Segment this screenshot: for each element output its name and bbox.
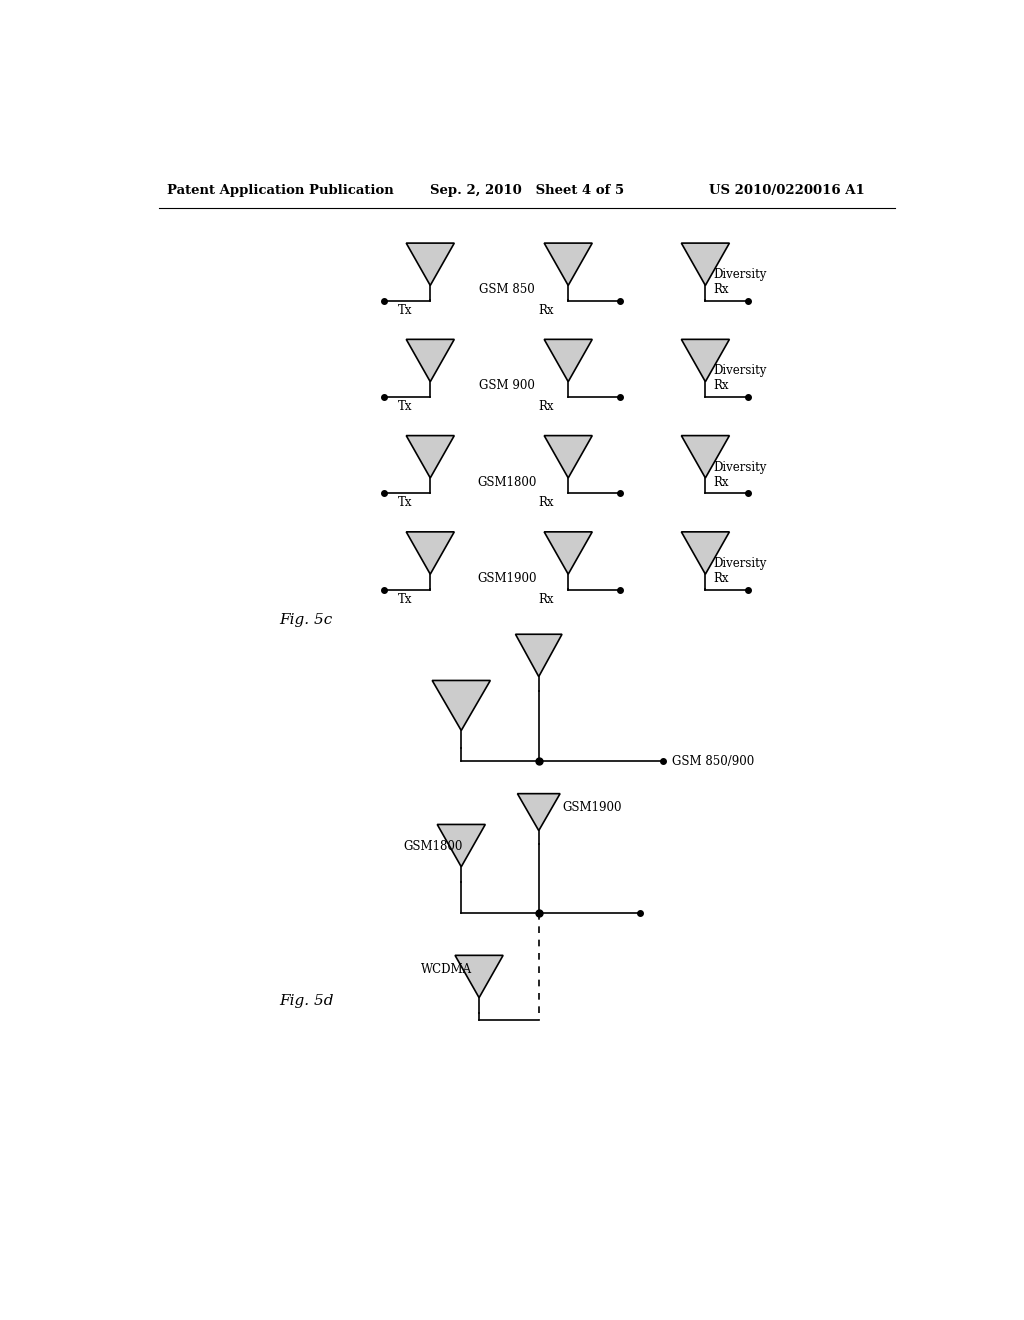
Text: GSM 850/900: GSM 850/900 [672, 755, 755, 768]
Text: GSM1900: GSM1900 [562, 801, 622, 814]
Polygon shape [544, 243, 592, 285]
Polygon shape [515, 635, 562, 677]
Text: GSM1900: GSM1900 [477, 572, 537, 585]
Polygon shape [407, 243, 455, 285]
Text: Rx: Rx [539, 496, 554, 510]
Polygon shape [681, 436, 729, 478]
Polygon shape [681, 532, 729, 574]
Text: WCDMA: WCDMA [421, 964, 472, 975]
Polygon shape [455, 956, 503, 998]
Text: Tx: Tx [397, 304, 413, 317]
Polygon shape [432, 681, 490, 730]
Text: GSM1800: GSM1800 [477, 475, 537, 488]
Polygon shape [407, 339, 455, 381]
Polygon shape [544, 532, 592, 574]
Text: Rx: Rx [539, 593, 554, 606]
Text: GSM 850: GSM 850 [479, 284, 535, 296]
Text: Tx: Tx [397, 400, 413, 413]
Polygon shape [517, 793, 560, 830]
Polygon shape [437, 825, 485, 867]
Polygon shape [407, 532, 455, 574]
Text: Tx: Tx [397, 593, 413, 606]
Polygon shape [544, 339, 592, 381]
Text: Diversity
Rx: Diversity Rx [713, 268, 767, 296]
Polygon shape [681, 339, 729, 381]
Text: Sep. 2, 2010   Sheet 4 of 5: Sep. 2, 2010 Sheet 4 of 5 [430, 185, 625, 197]
Text: GSM 900: GSM 900 [479, 379, 535, 392]
Text: Diversity
Rx: Diversity Rx [713, 364, 767, 392]
Text: Fig. 5d: Fig. 5d [280, 994, 334, 1008]
Text: Diversity
Rx: Diversity Rx [713, 461, 767, 488]
Text: Fig. 5c: Fig. 5c [280, 612, 333, 627]
Text: Diversity
Rx: Diversity Rx [713, 557, 767, 585]
Polygon shape [544, 436, 592, 478]
Text: Rx: Rx [539, 400, 554, 413]
Text: GSM1800: GSM1800 [403, 840, 463, 853]
Polygon shape [407, 436, 455, 478]
Text: US 2010/0220016 A1: US 2010/0220016 A1 [710, 185, 865, 197]
Text: Rx: Rx [539, 304, 554, 317]
Text: Patent Application Publication: Patent Application Publication [167, 185, 393, 197]
Polygon shape [681, 243, 729, 285]
Text: Tx: Tx [397, 496, 413, 510]
